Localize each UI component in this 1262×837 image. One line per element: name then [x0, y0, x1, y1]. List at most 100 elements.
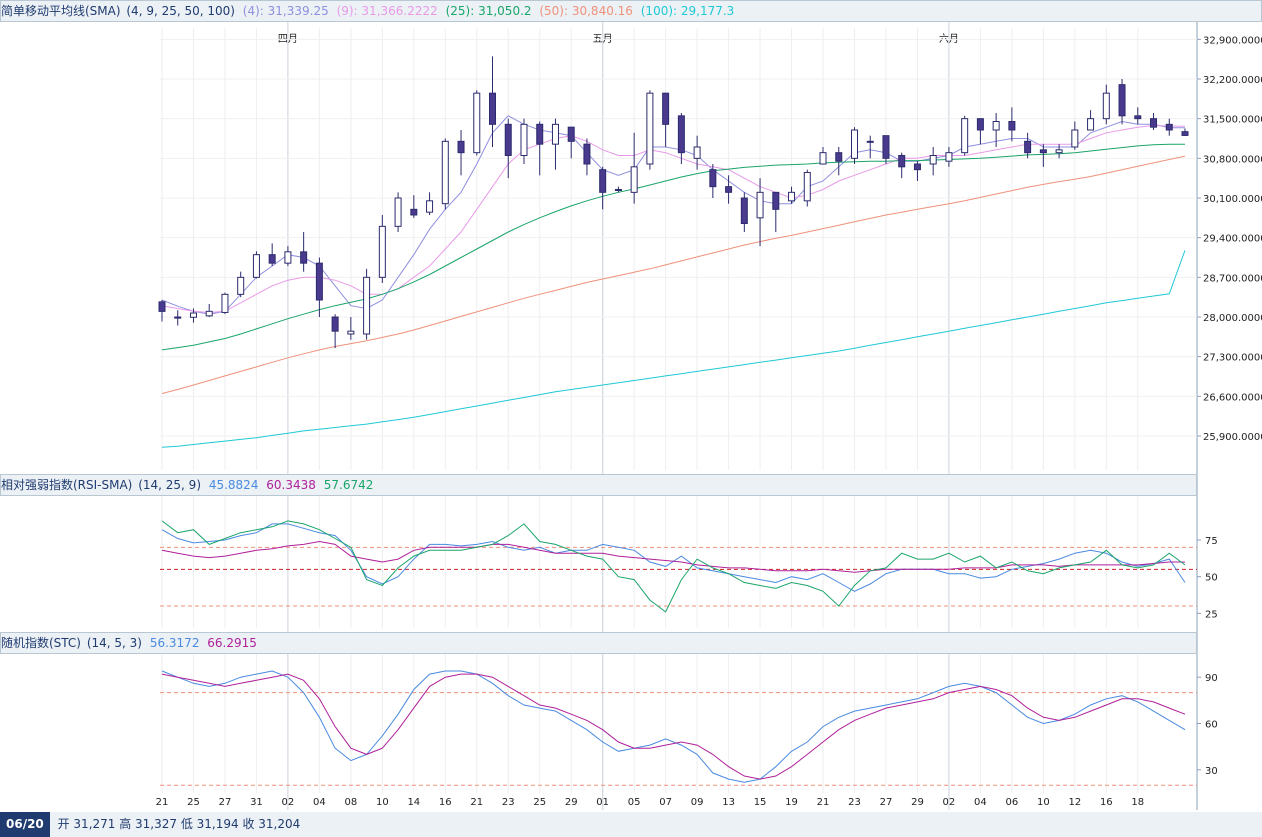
x-tick-label: 27	[880, 797, 893, 808]
candle-body	[1165, 123, 1173, 131]
price-tick-label: 30,800.0000	[1203, 154, 1262, 165]
osc-line-1-0	[161, 523, 1186, 592]
candle-body	[315, 262, 323, 301]
osc-tick-label-2: 90	[1205, 673, 1218, 684]
price-tick-label: 30,100.0000	[1203, 194, 1262, 205]
candle-body	[1039, 149, 1047, 154]
candle-body	[992, 121, 1000, 131]
candle-body	[961, 118, 969, 154]
footer-date: 06/20	[0, 812, 50, 837]
price-tick-label: 26,600.0000	[1203, 392, 1262, 403]
sma-line-4	[161, 250, 1186, 448]
candle-body	[646, 92, 654, 165]
price-tick-label: 31,500.0000	[1203, 115, 1262, 126]
rsi-value-sma: 60.3438	[266, 478, 316, 492]
x-tick-label: 29	[565, 797, 578, 808]
candle-body	[221, 293, 229, 313]
candle-body	[913, 163, 921, 171]
x-tick-label: 29	[911, 797, 924, 808]
x-tick-label: 21	[817, 797, 830, 808]
sma-header: 简单移动平均线(SMA) (4, 9, 25, 50, 100) (4): 31…	[0, 0, 1262, 22]
candle-body	[1024, 140, 1032, 154]
price-tick-label: 25,900.0000	[1203, 432, 1262, 443]
candle-body	[599, 169, 607, 193]
candle-body	[394, 197, 402, 227]
rsi-header: 相对强弱指数(RSI-SMA) (14, 25, 9) 45.8824 60.3…	[0, 474, 1197, 496]
price-tick-label: 32,900.0000	[1203, 35, 1262, 46]
candle-body	[1181, 131, 1189, 136]
price-tick-label: 28,000.0000	[1203, 313, 1262, 324]
candle-body	[583, 143, 591, 165]
candle-body	[1118, 84, 1126, 117]
candle-body	[567, 126, 575, 142]
x-tick-label: 04	[313, 797, 326, 808]
candle-body	[284, 251, 292, 264]
sma-line-0	[161, 115, 1186, 315]
candle-body	[189, 312, 197, 318]
x-tick-label: 18	[1131, 797, 1144, 808]
sma-header-name: 简单移动平均线(SMA)	[1, 4, 121, 18]
candle-body	[536, 123, 544, 145]
candle-body	[457, 140, 465, 154]
candle-body	[929, 155, 937, 165]
stc-header-params: (14, 5, 3)	[86, 636, 142, 650]
stock-chart[interactable]: 21 25 27 31 02 04 08 10 14 16 21 23 25 29 01 05 07 09 13 15…	[0, 0, 1262, 812]
osc-line-1-2	[161, 520, 1186, 613]
candle-body	[1102, 92, 1110, 120]
candle-body	[614, 189, 622, 191]
candle-body	[725, 186, 733, 193]
candle-body	[1087, 118, 1095, 131]
x-tick-label: 21	[470, 797, 483, 808]
candle-body	[410, 208, 418, 216]
osc-tick-label-2: 60	[1205, 720, 1218, 731]
candle-body	[788, 191, 796, 202]
x-tick-label: 31	[250, 797, 263, 808]
x-tick-label: 23	[502, 797, 515, 808]
candle-body	[426, 200, 434, 213]
x-tick-label: 04	[974, 797, 987, 808]
candle-body	[976, 118, 984, 131]
candle-body	[850, 129, 858, 159]
x-tick-label: 09	[691, 797, 704, 808]
candle-body	[252, 254, 260, 278]
sma-value-100: (100): 29,177.3	[640, 4, 735, 18]
candle-body	[473, 92, 481, 154]
x-tick-label: 13	[722, 797, 735, 808]
candle-body	[898, 155, 906, 168]
sma-value-25: (25): 31,050.2	[445, 4, 532, 18]
sma-value-50: (50): 30,840.16	[539, 4, 633, 18]
stc-header: 随机指数(STC) (14, 5, 3) 56.3172 66.2915	[0, 632, 1197, 654]
candle-body	[551, 123, 559, 145]
ohlc-footer: 06/20 开 31,271 高 31,327 低 31,194 收 31,20…	[0, 812, 1262, 837]
stc-value-d: 66.2915	[207, 636, 257, 650]
rsi-header-name: 相对强弱指数(RSI-SMA)	[1, 478, 133, 492]
x-tick-label: 15	[754, 797, 767, 808]
candle-body	[489, 92, 497, 125]
sma-line-2	[161, 143, 1185, 351]
sma-value-4: (4): 31,339.25	[242, 4, 329, 18]
candle-body	[1008, 121, 1016, 131]
candle-body	[772, 191, 780, 210]
x-tick-label: 08	[344, 797, 357, 808]
candle-body	[1055, 149, 1063, 154]
osc-line-2-0	[161, 670, 1186, 783]
x-tick-label: 21	[156, 797, 169, 808]
sma-value-9: (9): 31,366.2222	[336, 4, 438, 18]
osc-line-2-1	[161, 673, 1186, 780]
candle-body	[300, 251, 308, 264]
sma-line-3	[161, 155, 1186, 394]
candle-body	[819, 152, 827, 165]
candle-body	[205, 310, 213, 317]
candle-body	[331, 316, 339, 332]
rsi-value-rsi: 45.8824	[208, 478, 259, 492]
candle-body	[363, 276, 371, 335]
x-tick-label: 10	[376, 797, 389, 808]
candle-body	[347, 330, 355, 335]
candle-body	[441, 140, 449, 205]
candle-body	[378, 225, 386, 278]
x-tick-label: 16	[439, 797, 452, 808]
x-tick-label: 12	[1068, 797, 1081, 808]
candle-body	[662, 92, 670, 125]
candle-body	[1134, 115, 1142, 120]
osc-line-1-1	[161, 540, 1185, 573]
